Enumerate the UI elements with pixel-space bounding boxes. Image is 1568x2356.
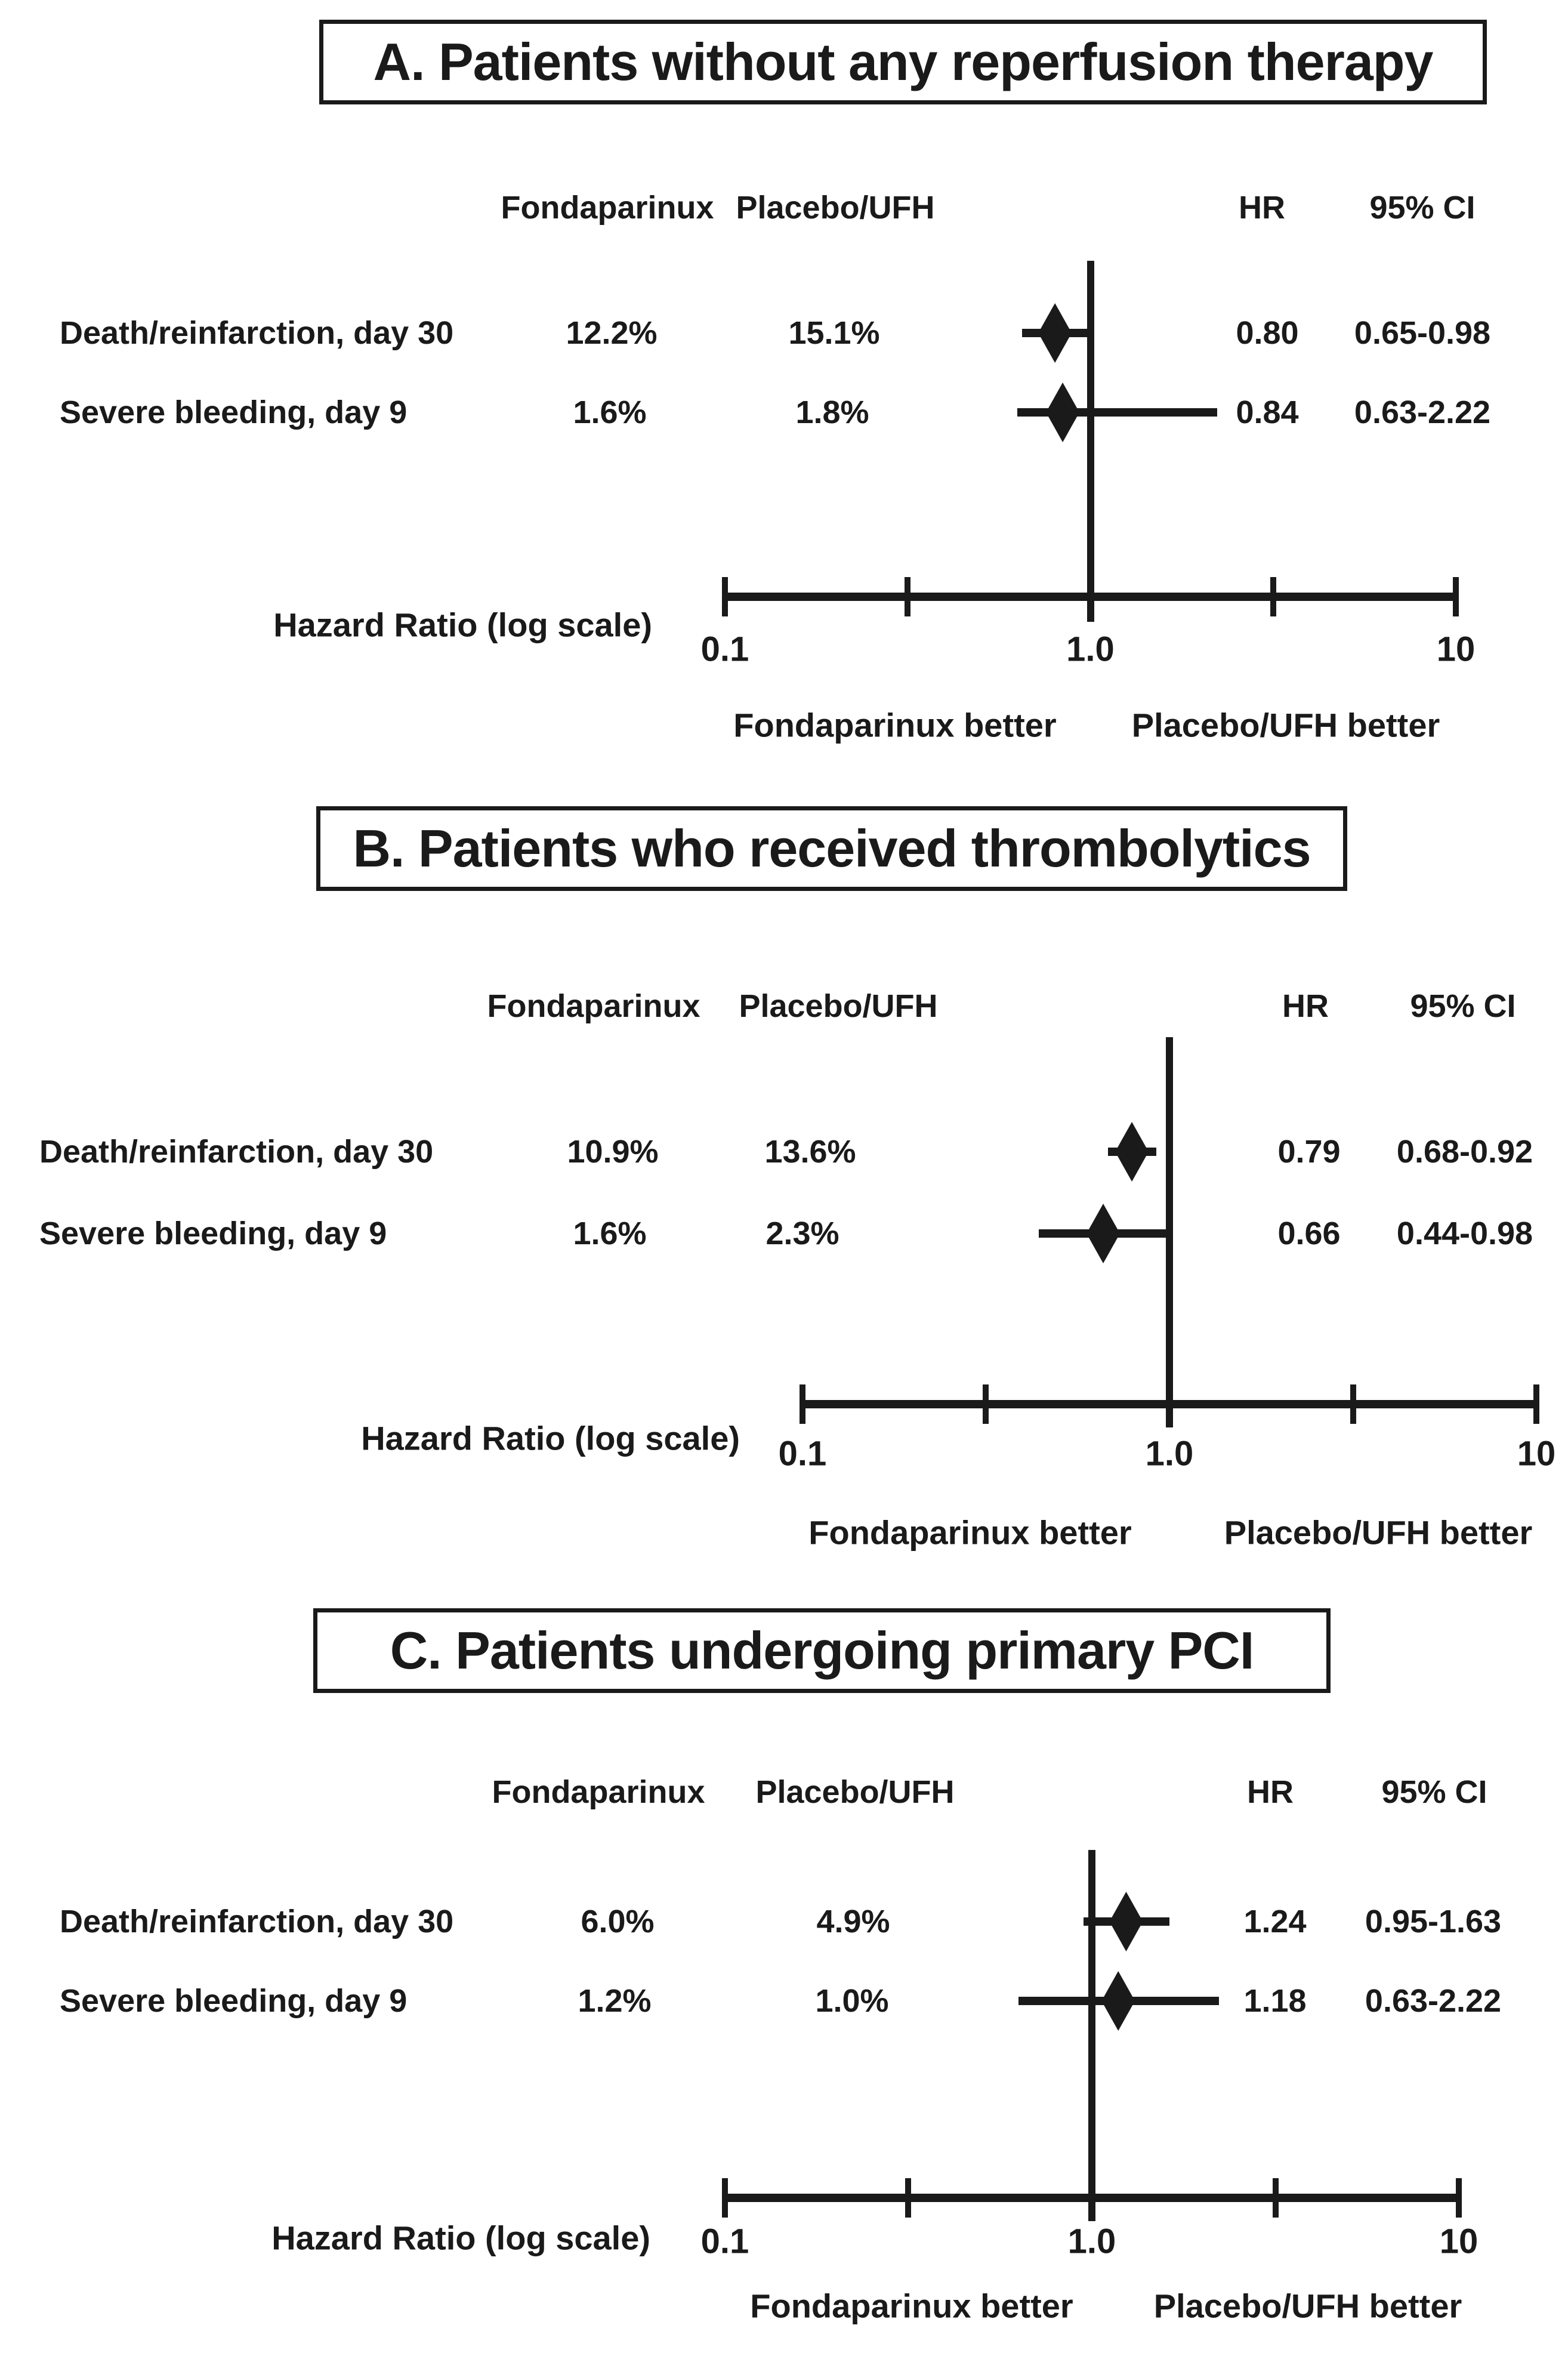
axis-tick	[1166, 1384, 1172, 1424]
direction-label-left: Fondaparinux better	[733, 706, 1057, 744]
ci-value: 0.95-1.63	[1365, 1904, 1502, 1939]
axis-tick	[1087, 577, 1094, 616]
ci-value: 0.65-0.98	[1354, 315, 1491, 351]
axis-tick	[1272, 2178, 1279, 2218]
ci-value: 0.63-2.22	[1365, 1983, 1502, 2019]
group2-percent: 15.1%	[788, 315, 880, 351]
ci-value: 0.44-0.98	[1396, 1216, 1533, 1251]
reference-line	[1087, 261, 1094, 622]
column-header-fondaparinux: Fondaparinux	[501, 190, 714, 226]
group2-percent: 13.6%	[764, 1134, 856, 1170]
panel-b-title-box: B. Patients who received thrombolytics	[316, 806, 1347, 891]
row-label: Severe bleeding, day 9	[39, 1216, 387, 1251]
row-label: Severe bleeding, day 9	[60, 1983, 408, 2019]
axis-label: Hazard Ratio (log scale)	[273, 606, 652, 644]
group2-percent: 1.0%	[815, 1983, 889, 2019]
axis-tick	[983, 1384, 989, 1424]
axis-tick-label: 1.0	[1145, 1434, 1194, 1473]
column-header-hr: HR	[1239, 190, 1285, 226]
axis-tick-label: 1.0	[1067, 2222, 1116, 2261]
ci-value: 0.68-0.92	[1396, 1134, 1533, 1170]
group1-percent: 1.2%	[578, 1983, 652, 2019]
axis-tick-label: 10	[1517, 1434, 1556, 1473]
axis-tick	[905, 577, 911, 616]
reference-line	[1088, 1850, 1095, 2221]
column-header-95ci: 95% CI	[1410, 988, 1516, 1024]
group2-percent: 4.9%	[816, 1904, 890, 1939]
column-header-placebo-ufh: Placebo/UFH	[736, 190, 935, 226]
axis-tick	[1533, 1384, 1539, 1424]
hr-value: 0.79	[1277, 1134, 1341, 1170]
panel-a-title-box: A. Patients without any reperfusion ther…	[319, 20, 1487, 104]
column-header-fondaparinux: Fondaparinux	[492, 1774, 705, 1810]
group1-percent: 10.9%	[567, 1134, 659, 1170]
group2-percent: 1.8%	[795, 394, 869, 430]
panel-c-title-box: C. Patients undergoing primary PCI	[313, 1608, 1331, 1693]
row-label: Death/reinfarction, day 30	[39, 1134, 434, 1170]
group1-percent: 12.2%	[566, 315, 658, 351]
axis-tick	[905, 2178, 912, 2218]
column-header-hr: HR	[1282, 988, 1329, 1024]
group2-percent: 2.3%	[766, 1216, 839, 1251]
group1-percent: 6.0%	[581, 1904, 655, 1939]
direction-label-right: Placebo/UFH better	[1224, 1513, 1533, 1552]
group1-percent: 1.6%	[573, 394, 647, 430]
column-header-95ci: 95% CI	[1381, 1774, 1487, 1810]
column-header-fondaparinux: Fondaparinux	[487, 988, 700, 1024]
axis-label: Hazard Ratio (log scale)	[271, 2219, 650, 2257]
column-header-95ci: 95% CI	[1369, 190, 1476, 226]
hr-value: 1.24	[1243, 1904, 1307, 1939]
column-header-placebo-ufh: Placebo/UFH	[755, 1774, 955, 1810]
axis-tick	[800, 1384, 805, 1424]
axis-tick-label: 0.1	[778, 1434, 827, 1473]
row-label: Death/reinfarction, day 30	[60, 1904, 454, 1939]
axis-tick	[1270, 577, 1276, 616]
direction-label-left: Fondaparinux better	[808, 1513, 1132, 1552]
axis-tick-label: 1.0	[1066, 630, 1115, 669]
axis-tick	[1350, 1384, 1356, 1424]
axis-label: Hazard Ratio (log scale)	[361, 1419, 740, 1457]
axis-tick	[722, 2178, 728, 2218]
group1-percent: 1.6%	[573, 1216, 647, 1251]
panel-b-title: B. Patients who received thrombolytics	[353, 819, 1311, 878]
column-header-placebo-ufh: Placebo/UFH	[739, 988, 938, 1024]
ci-value: 0.63-2.22	[1354, 394, 1491, 430]
axis-tick-label: 10	[1439, 2222, 1479, 2261]
hr-value: 1.18	[1243, 1983, 1307, 2019]
axis-tick	[1456, 2178, 1462, 2218]
direction-label-left: Fondaparinux better	[750, 2287, 1073, 2325]
hr-diamond	[1109, 1892, 1143, 1951]
panel-a-title: A. Patients without any reperfusion ther…	[373, 32, 1434, 91]
axis-tick-label: 0.1	[700, 630, 749, 669]
axis-tick	[722, 577, 728, 616]
row-label: Death/reinfarction, day 30	[60, 315, 454, 351]
axis-tick	[1089, 2178, 1095, 2218]
direction-label-right: Placebo/UFH better	[1153, 2287, 1462, 2325]
column-header-hr: HR	[1247, 1774, 1294, 1810]
axis-tick-label: 0.1	[700, 2222, 749, 2261]
direction-label-right: Placebo/UFH better	[1131, 706, 1440, 744]
axis-tick-label: 10	[1436, 630, 1476, 669]
hr-value: 0.66	[1277, 1216, 1341, 1251]
axis-tick	[1453, 577, 1459, 616]
reference-line	[1166, 1037, 1173, 1427]
hr-value: 0.84	[1236, 394, 1299, 430]
hr-diamond	[1101, 1971, 1135, 2031]
panel-c-title: C. Patients undergoing primary PCI	[390, 1621, 1255, 1680]
hr-value: 0.80	[1236, 315, 1299, 351]
row-label: Severe bleeding, day 9	[60, 394, 408, 430]
